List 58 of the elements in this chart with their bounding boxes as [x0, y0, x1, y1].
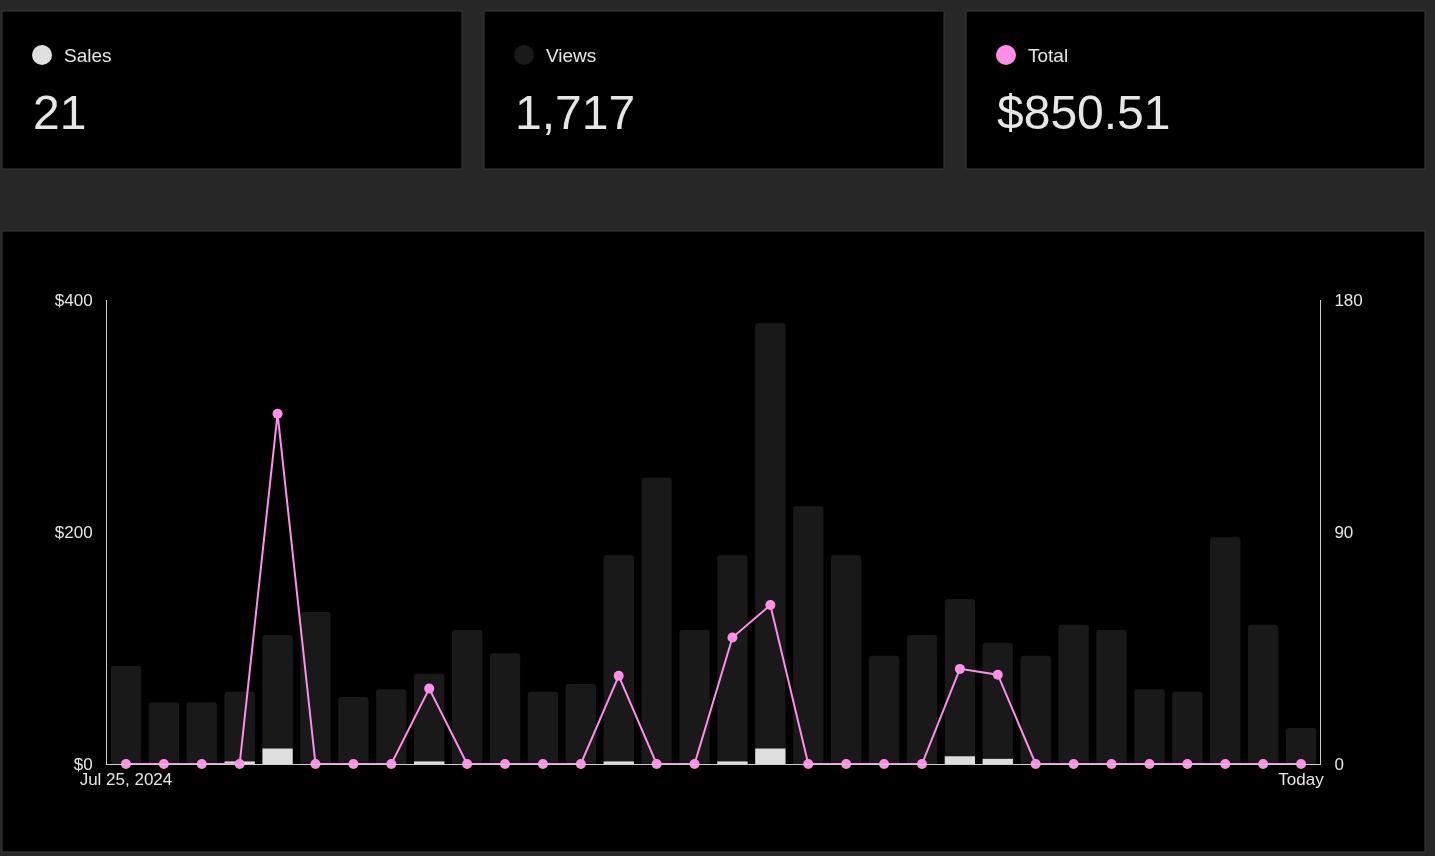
- bar: [300, 611, 331, 764]
- point: [500, 759, 511, 769]
- bar: [262, 748, 293, 764]
- bar: [603, 555, 634, 764]
- point: [1296, 759, 1307, 769]
- point: [992, 669, 1003, 680]
- text: Total: [1028, 45, 1069, 66]
- bar: [1134, 689, 1165, 764]
- point: [272, 408, 283, 419]
- point: [954, 663, 965, 674]
- bar: [868, 655, 900, 764]
- bar: [641, 477, 672, 764]
- bar: [717, 555, 748, 764]
- text: Views: [546, 45, 597, 66]
- bar: [1096, 629, 1127, 764]
- point: [1144, 759, 1155, 769]
- point: [424, 683, 435, 694]
- bar: [1172, 691, 1203, 764]
- bar: [1210, 537, 1241, 764]
- bar: [755, 748, 786, 764]
- bar: [1020, 655, 1051, 764]
- bar: [414, 673, 445, 764]
- bar: [489, 653, 521, 764]
- y2-tick-label: 90: [1334, 522, 1354, 542]
- bar: [376, 689, 407, 764]
- bar: [414, 761, 445, 764]
- text: 21: [33, 86, 87, 139]
- bar: [603, 761, 634, 764]
- bar: [110, 666, 142, 764]
- bar: [565, 684, 596, 764]
- x-tick-label: Today: [1278, 770, 1325, 790]
- point: [765, 600, 776, 611]
- bar: [679, 629, 710, 764]
- bar: [906, 635, 938, 764]
- point: [1068, 759, 1079, 769]
- text: Sales: [64, 45, 112, 66]
- bar: [527, 691, 559, 764]
- bar: [793, 506, 824, 764]
- y-tick-label: $200: [54, 522, 93, 542]
- bar: [338, 696, 369, 764]
- point: [916, 759, 927, 769]
- bar: [148, 702, 180, 764]
- bar: [451, 629, 483, 764]
- text: $850.51: [997, 86, 1171, 139]
- bar: [831, 555, 862, 764]
- bar: [1285, 727, 1317, 764]
- bar: [717, 761, 748, 764]
- bar: [1058, 624, 1089, 764]
- y-tick-label: $400: [54, 290, 93, 310]
- point: [613, 670, 624, 681]
- y2-tick-label: 0: [1334, 754, 1344, 774]
- bar: [944, 756, 976, 764]
- y2-tick-label: 180: [1334, 290, 1363, 310]
- bar: [186, 702, 217, 764]
- bar: [1247, 624, 1279, 764]
- text: 1,717: [515, 86, 636, 139]
- bar: [982, 758, 1013, 764]
- point: [727, 632, 738, 643]
